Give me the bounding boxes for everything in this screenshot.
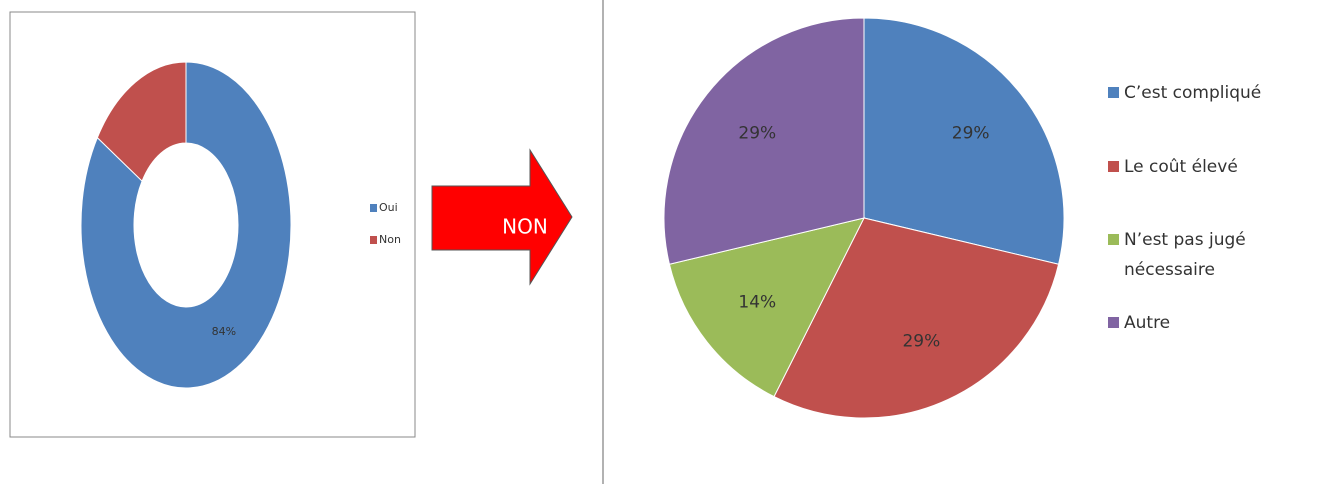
slice (863, 17, 1065, 265)
legend-item: Autre (1108, 308, 1294, 338)
legend-swatch (1108, 234, 1119, 245)
data-label: 14% (738, 292, 776, 312)
legend-label: Oui (379, 201, 398, 214)
legend-label: N’est pas jugé nécessaire (1124, 230, 1246, 280)
slice (663, 17, 865, 265)
slice (773, 217, 1060, 419)
legend-item: Le coût élevé (1108, 152, 1294, 182)
data-label: 84% (212, 325, 236, 338)
legend-swatch (370, 236, 377, 244)
legend-item: N’est pas jugé nécessaire (1108, 225, 1294, 285)
data-label: 29% (902, 331, 940, 351)
legend-label: Autre (1124, 313, 1171, 333)
arrow-label: NON (502, 215, 548, 239)
slice (668, 217, 865, 398)
data-label: 29% (738, 124, 776, 144)
legend-label: Non (379, 233, 401, 246)
data-label: 29% (952, 124, 990, 144)
legend-swatch (1108, 161, 1119, 172)
slice (80, 61, 292, 389)
legend-swatch (370, 204, 377, 212)
arrow (431, 148, 573, 286)
legend-item: C’est compliqué (1108, 78, 1294, 108)
legend-label: Le coût élevé (1124, 157, 1238, 177)
legend-swatch (1108, 317, 1119, 328)
legend-label: C’est compliqué (1124, 83, 1262, 103)
legend-swatch (1108, 87, 1119, 98)
slice (96, 61, 187, 182)
